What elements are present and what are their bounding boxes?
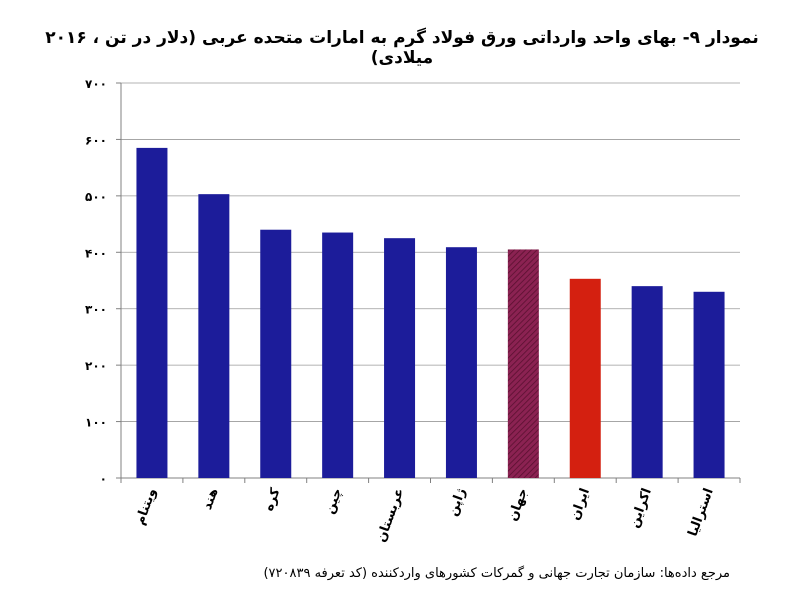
bar-9 xyxy=(693,291,725,478)
bar-4 xyxy=(384,238,416,478)
y-tick-label-100: ۱۰۰ xyxy=(85,416,107,430)
bar-5 xyxy=(445,247,477,478)
category-label-8: اکراین xyxy=(627,486,655,530)
y-tick-label-400: ۴۰۰ xyxy=(85,246,107,260)
category-label-9: استرالیا xyxy=(686,486,717,538)
source-note: مرجع داده‌ها: سازمان تجارت جهانی و گمرکا… xyxy=(263,566,730,581)
category-label-0: ویتنام xyxy=(133,486,160,527)
bar-6 xyxy=(507,249,539,478)
bar-3 xyxy=(322,232,354,478)
bar-1 xyxy=(198,194,230,478)
bar-8 xyxy=(631,286,663,478)
category-label-5: ژاپن xyxy=(445,486,469,518)
y-tick-label-200: ۲۰۰ xyxy=(85,359,107,373)
chart-title: نمودار ۹- بهای واحد وارداتی ورق فولاد گر… xyxy=(45,28,759,68)
y-tick-label-700: ۷۰۰ xyxy=(85,77,107,91)
category-label-2: کره xyxy=(261,486,283,513)
bar-7 xyxy=(569,278,601,478)
category-label-4: عربستان xyxy=(374,486,407,544)
category-label-7: ایران xyxy=(568,486,593,522)
y-tick-label-300: ۳۰۰ xyxy=(85,303,107,317)
y-tick-label-600: ۶۰۰ xyxy=(85,133,107,147)
bars xyxy=(136,147,725,478)
category-label-1: هند xyxy=(200,486,222,512)
y-tick-label-0: ۰ xyxy=(100,472,107,486)
bar-0 xyxy=(136,147,168,478)
bar-2 xyxy=(260,229,292,478)
y-tick-label-500: ۵۰۰ xyxy=(85,190,107,204)
category-label-3: چین xyxy=(322,486,345,516)
category-label-6: جهان xyxy=(505,486,531,523)
